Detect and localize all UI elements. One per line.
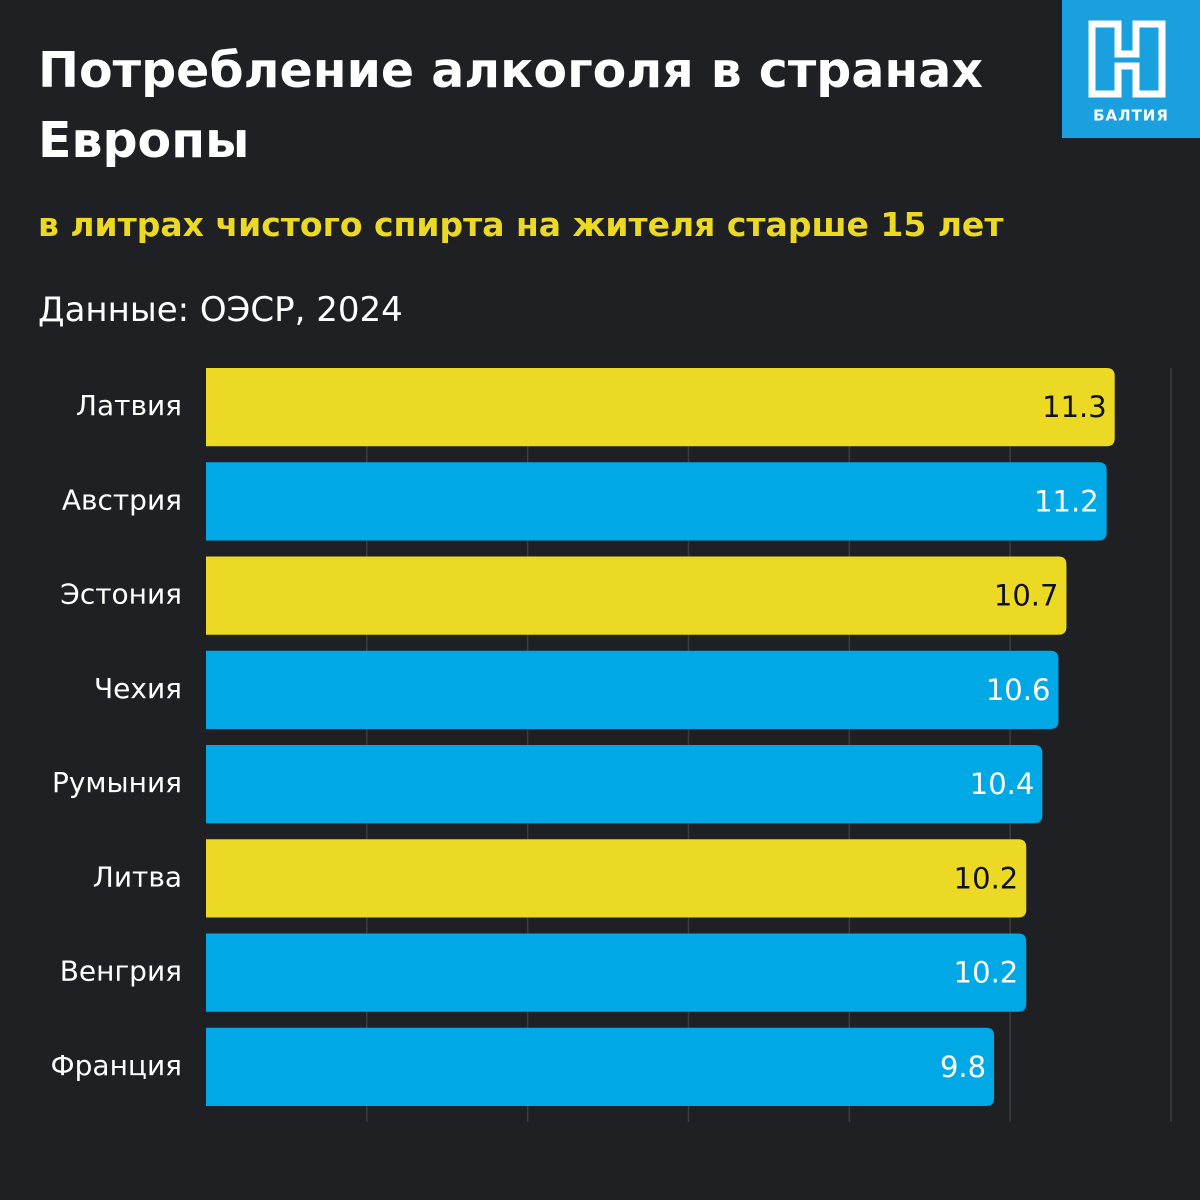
- value-label: 11.2: [1034, 484, 1099, 518]
- bar: [206, 933, 1027, 1012]
- bar: [206, 745, 1043, 824]
- value-label: 10.2: [954, 861, 1019, 895]
- value-label: 10.6: [986, 673, 1051, 707]
- y-tick-label: Венгрия: [60, 955, 182, 988]
- y-tick-label: Эстония: [60, 578, 182, 611]
- source-note: Данные: ОЭСР, 2024: [38, 290, 403, 330]
- logo: БАЛТИЯ: [1062, 0, 1200, 138]
- value-label: 10.7: [994, 579, 1059, 613]
- logo-mark: [1088, 20, 1166, 98]
- value-label: 11.3: [1042, 390, 1107, 424]
- bar: [206, 368, 1115, 447]
- bar: [206, 462, 1107, 541]
- chart-subtitle: в литрах чистого спирта на жителя старше…: [38, 205, 1004, 244]
- y-tick-label: Австрия: [62, 483, 182, 516]
- value-label: 10.2: [954, 956, 1019, 990]
- y-tick-label: Франция: [51, 1049, 182, 1082]
- value-label: 10.4: [970, 767, 1035, 801]
- y-tick-label: Чехия: [94, 672, 182, 705]
- y-tick-label: Румыния: [52, 766, 182, 799]
- bar: [206, 1027, 995, 1106]
- bar: [206, 839, 1027, 918]
- y-tick-label: Латвия: [76, 389, 182, 422]
- logo-text: БАЛТИЯ: [1093, 107, 1169, 125]
- value-label: 9.8: [940, 1050, 986, 1084]
- bar: [206, 650, 1059, 729]
- y-tick-label: Литва: [93, 860, 182, 893]
- bar: [206, 556, 1067, 635]
- chart-title: Потребление алкоголя в странах Европы: [38, 42, 983, 169]
